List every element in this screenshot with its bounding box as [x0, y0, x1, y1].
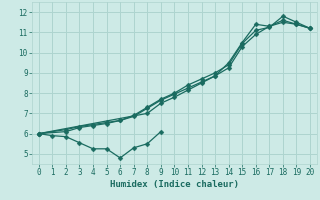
X-axis label: Humidex (Indice chaleur): Humidex (Indice chaleur) — [110, 180, 239, 189]
